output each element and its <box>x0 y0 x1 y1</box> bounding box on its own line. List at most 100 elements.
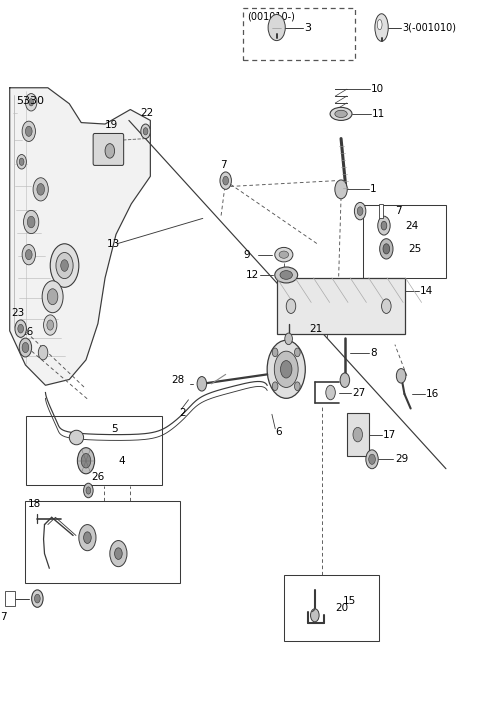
Text: 20: 20 <box>336 603 348 613</box>
Circle shape <box>366 450 378 469</box>
Circle shape <box>29 99 34 106</box>
Circle shape <box>56 252 73 278</box>
Circle shape <box>25 94 37 111</box>
Text: 7: 7 <box>0 611 7 622</box>
Circle shape <box>286 299 296 313</box>
Circle shape <box>32 590 43 607</box>
Circle shape <box>44 315 57 335</box>
Circle shape <box>77 448 95 474</box>
Circle shape <box>47 320 54 330</box>
Text: 23: 23 <box>11 308 24 318</box>
Text: 11: 11 <box>372 109 385 119</box>
Circle shape <box>105 144 115 158</box>
FancyBboxPatch shape <box>276 278 406 334</box>
Circle shape <box>19 158 24 166</box>
FancyBboxPatch shape <box>379 204 383 218</box>
Circle shape <box>25 249 32 260</box>
Circle shape <box>295 348 300 357</box>
Text: 9: 9 <box>243 249 250 260</box>
Circle shape <box>382 299 391 313</box>
Text: (001010-): (001010-) <box>247 12 295 22</box>
Text: 26: 26 <box>21 326 34 337</box>
Text: 13: 13 <box>107 238 120 249</box>
Polygon shape <box>10 88 150 385</box>
Circle shape <box>81 454 91 468</box>
Circle shape <box>84 532 91 544</box>
Text: 7: 7 <box>220 160 227 169</box>
Text: 28: 28 <box>171 375 184 385</box>
FancyBboxPatch shape <box>347 413 369 457</box>
Circle shape <box>354 202 366 220</box>
Text: 16: 16 <box>426 389 439 399</box>
Ellipse shape <box>375 14 388 41</box>
Circle shape <box>18 324 24 333</box>
Text: 17: 17 <box>383 430 396 440</box>
Circle shape <box>84 483 93 498</box>
FancyBboxPatch shape <box>284 575 379 640</box>
Circle shape <box>33 177 48 201</box>
Circle shape <box>357 206 363 215</box>
Circle shape <box>220 172 231 189</box>
Circle shape <box>22 342 29 353</box>
Text: 22: 22 <box>140 108 153 119</box>
Circle shape <box>48 289 58 305</box>
FancyBboxPatch shape <box>93 134 124 166</box>
FancyBboxPatch shape <box>25 502 180 582</box>
Circle shape <box>79 525 96 551</box>
Ellipse shape <box>279 251 288 258</box>
Text: 10: 10 <box>371 84 384 95</box>
Text: 27: 27 <box>352 387 365 398</box>
Circle shape <box>37 183 45 195</box>
Circle shape <box>369 454 375 465</box>
Circle shape <box>60 260 68 271</box>
Circle shape <box>50 244 79 287</box>
Text: 26: 26 <box>91 473 104 483</box>
Text: 15: 15 <box>342 595 356 606</box>
Text: 19: 19 <box>105 121 118 131</box>
Text: 7: 7 <box>395 206 402 216</box>
Ellipse shape <box>275 267 298 283</box>
Circle shape <box>22 244 36 265</box>
Ellipse shape <box>69 430 84 445</box>
Circle shape <box>326 385 336 400</box>
Circle shape <box>19 338 32 357</box>
Circle shape <box>267 340 305 398</box>
Text: 5: 5 <box>111 424 118 434</box>
Ellipse shape <box>377 20 382 30</box>
Circle shape <box>223 176 228 185</box>
Circle shape <box>86 487 91 494</box>
Circle shape <box>380 238 393 259</box>
FancyBboxPatch shape <box>243 8 355 60</box>
Circle shape <box>285 333 292 345</box>
Text: 29: 29 <box>395 454 408 465</box>
Text: 14: 14 <box>420 286 433 296</box>
Circle shape <box>268 15 285 41</box>
Text: 3(-001010): 3(-001010) <box>402 23 456 33</box>
Circle shape <box>340 373 349 387</box>
FancyBboxPatch shape <box>5 591 15 606</box>
Circle shape <box>110 541 127 566</box>
Text: 18: 18 <box>28 499 41 510</box>
Circle shape <box>143 128 148 135</box>
Circle shape <box>396 369 406 383</box>
Circle shape <box>353 427 362 442</box>
Text: 4: 4 <box>119 456 125 466</box>
Circle shape <box>17 155 26 169</box>
Circle shape <box>280 361 292 378</box>
Circle shape <box>197 377 206 391</box>
FancyBboxPatch shape <box>26 416 162 485</box>
Circle shape <box>38 345 48 360</box>
Circle shape <box>383 244 390 254</box>
Circle shape <box>335 180 347 198</box>
Circle shape <box>272 382 278 390</box>
FancyBboxPatch shape <box>362 205 446 278</box>
Circle shape <box>42 281 63 313</box>
Text: 6: 6 <box>275 427 282 438</box>
Text: 12: 12 <box>245 270 259 280</box>
Circle shape <box>295 382 300 390</box>
Text: 5330: 5330 <box>16 96 44 106</box>
Circle shape <box>15 320 26 337</box>
Ellipse shape <box>330 108 352 121</box>
Ellipse shape <box>280 270 292 279</box>
Text: 25: 25 <box>408 244 421 254</box>
